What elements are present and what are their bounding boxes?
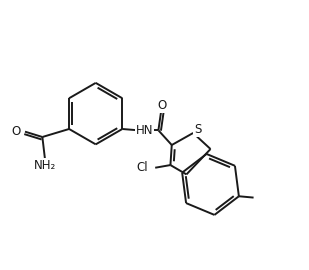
Text: HN: HN — [135, 124, 153, 137]
Text: S: S — [194, 123, 202, 136]
Text: Cl: Cl — [137, 161, 148, 174]
Text: O: O — [11, 125, 20, 138]
Text: O: O — [158, 99, 167, 112]
Text: NH₂: NH₂ — [34, 159, 56, 172]
